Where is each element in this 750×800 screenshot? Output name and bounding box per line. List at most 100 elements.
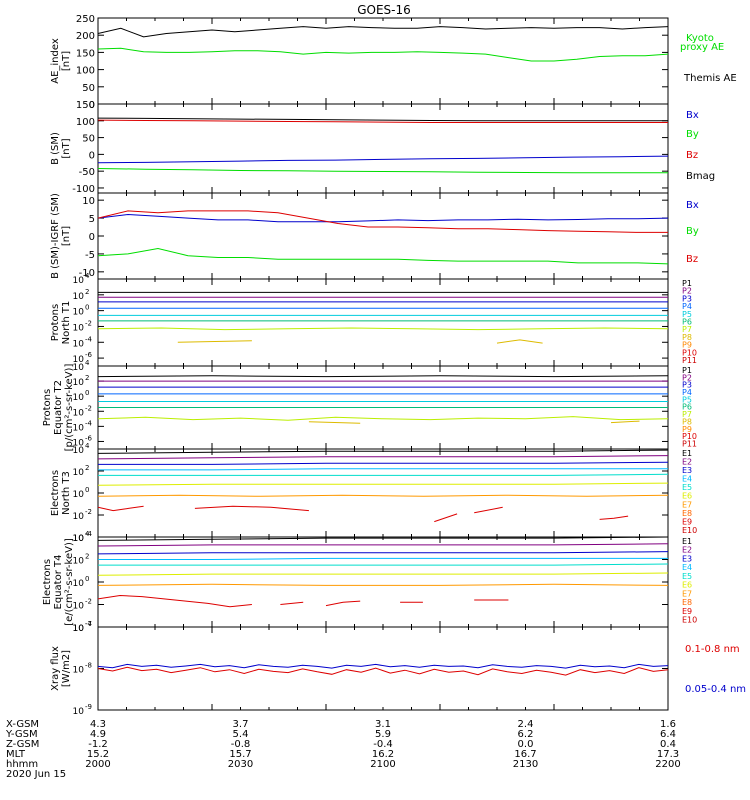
y-tick-label: 10 <box>73 468 85 478</box>
legend-entry: proxy AE <box>680 42 724 53</box>
y-tick-label: 10 <box>73 557 85 567</box>
y-tick-label: 10 <box>73 707 85 717</box>
y-tick-label: 10 <box>73 276 85 286</box>
y-axis-label: Xray flux <box>50 646 61 691</box>
channel-label: P7 <box>682 410 692 419</box>
series-line <box>97 168 668 174</box>
x-tick-value: 2100 <box>370 759 395 770</box>
y-tick-exp: -2 <box>85 598 92 606</box>
channel-label: P5 <box>682 395 692 404</box>
y-axis-label: [nT] <box>61 138 72 158</box>
y-tick-exp: 4 <box>85 272 90 280</box>
channel-label: E4 <box>682 475 692 484</box>
y-axis-label: Equator T2 <box>53 380 64 435</box>
series-line <box>97 26 669 38</box>
channel-label: P9 <box>682 425 692 434</box>
series-line <box>98 461 669 465</box>
channel-label: E1 <box>682 449 692 458</box>
channel-label: E3 <box>682 554 692 563</box>
y-tick-label: 0 <box>89 100 95 111</box>
channel-label: E3 <box>682 466 692 475</box>
y-tick-exp: -9 <box>85 703 92 711</box>
x-tick-value: 6.4 <box>660 729 676 740</box>
series-line <box>97 505 144 512</box>
channel-label: E6 <box>682 492 692 501</box>
x-tick-value: 3.1 <box>375 719 391 730</box>
x-tick-value: 15.7 <box>229 749 251 760</box>
x-row-label: Z-GSM <box>6 739 39 750</box>
y-tick-label: -50 <box>79 167 95 178</box>
channel-label: P1 <box>682 366 692 375</box>
y-tick-label: 10 <box>73 579 85 589</box>
y-tick-exp: -4 <box>85 530 93 538</box>
y-tick-exp: 4 <box>85 359 90 367</box>
y-tick-exp: 2 <box>85 288 89 296</box>
legend-entry: Kyoto <box>686 33 714 44</box>
y-tick-exp: -8 <box>85 662 92 670</box>
channel-label: E8 <box>682 509 692 518</box>
y-tick-exp: -2 <box>85 508 92 516</box>
y-tick-label: 250 <box>76 14 95 25</box>
channel-label: E1 <box>682 537 692 546</box>
series-line <box>97 455 669 460</box>
series-line <box>496 339 543 344</box>
channel-label: P3 <box>682 294 692 303</box>
x-tick-value: 1.6 <box>660 719 676 730</box>
series-line <box>599 515 629 520</box>
y-axis-label: Protons <box>42 389 53 426</box>
panel-frame <box>97 448 669 538</box>
y-tick-label: 10 <box>73 490 85 500</box>
x-tick-value: 5.9 <box>375 729 391 740</box>
legend-entry: By <box>686 129 699 140</box>
panel-frame <box>97 536 669 628</box>
y-axis-label: AE_index <box>50 38 61 84</box>
y-axis-label: Electrons <box>42 559 53 605</box>
y-tick-label: 100 <box>76 117 95 128</box>
y-tick-label: 10 <box>73 378 85 388</box>
channel-label: P6 <box>682 403 692 412</box>
y-tick-label: -10 <box>79 268 95 279</box>
x-tick-value: 6.2 <box>518 729 534 740</box>
channel-label: E9 <box>682 517 692 526</box>
x-row-label: MLT <box>6 749 26 760</box>
y-tick-exp: 4 <box>85 530 90 538</box>
y-axis-label: B (SM)-IGRF (SM) <box>50 193 61 279</box>
channel-label: P8 <box>682 417 692 426</box>
y-tick-label: 10 <box>73 323 85 333</box>
channel-label: P2 <box>682 287 692 296</box>
x-tick-value: 15.2 <box>87 749 109 760</box>
y-axis-label: Equator T4 <box>53 555 64 610</box>
x-tick-value: 0.4 <box>660 739 676 750</box>
legend-entry: By <box>686 226 699 237</box>
series-line <box>280 601 304 605</box>
channel-label: E6 <box>682 581 692 590</box>
legend-entry: Bz <box>686 254 698 265</box>
y-tick-exp: -4 <box>85 335 93 343</box>
series-line <box>97 482 669 486</box>
series-line <box>325 600 361 607</box>
series-line <box>97 117 668 122</box>
y-tick-label: 10 <box>82 196 95 207</box>
panel-frame <box>97 17 669 105</box>
y-tick-label: 10 <box>73 446 85 456</box>
channel-label: E10 <box>682 616 697 625</box>
y-tick-label: 10 <box>73 393 85 403</box>
y-axis-label: Protons <box>50 304 61 341</box>
series-line <box>97 119 668 123</box>
series-line <box>434 513 458 523</box>
x-tick-value: 0.0 <box>518 739 534 750</box>
channel-label: E9 <box>682 607 692 616</box>
y-axis-label: [p/(cm²-s-sr-keV)] <box>64 364 75 452</box>
series-line <box>97 583 669 586</box>
channel-label: E4 <box>682 563 692 572</box>
channel-label: P3 <box>682 381 692 390</box>
y-tick-label: 0 <box>89 150 95 161</box>
legend-entry: 0.1-0.8 nm <box>685 644 740 655</box>
series-line <box>98 473 669 476</box>
y-tick-label: -5 <box>85 250 95 261</box>
series-line <box>97 594 252 608</box>
y-tick-label: 10 <box>73 363 85 373</box>
series-line <box>97 210 668 233</box>
